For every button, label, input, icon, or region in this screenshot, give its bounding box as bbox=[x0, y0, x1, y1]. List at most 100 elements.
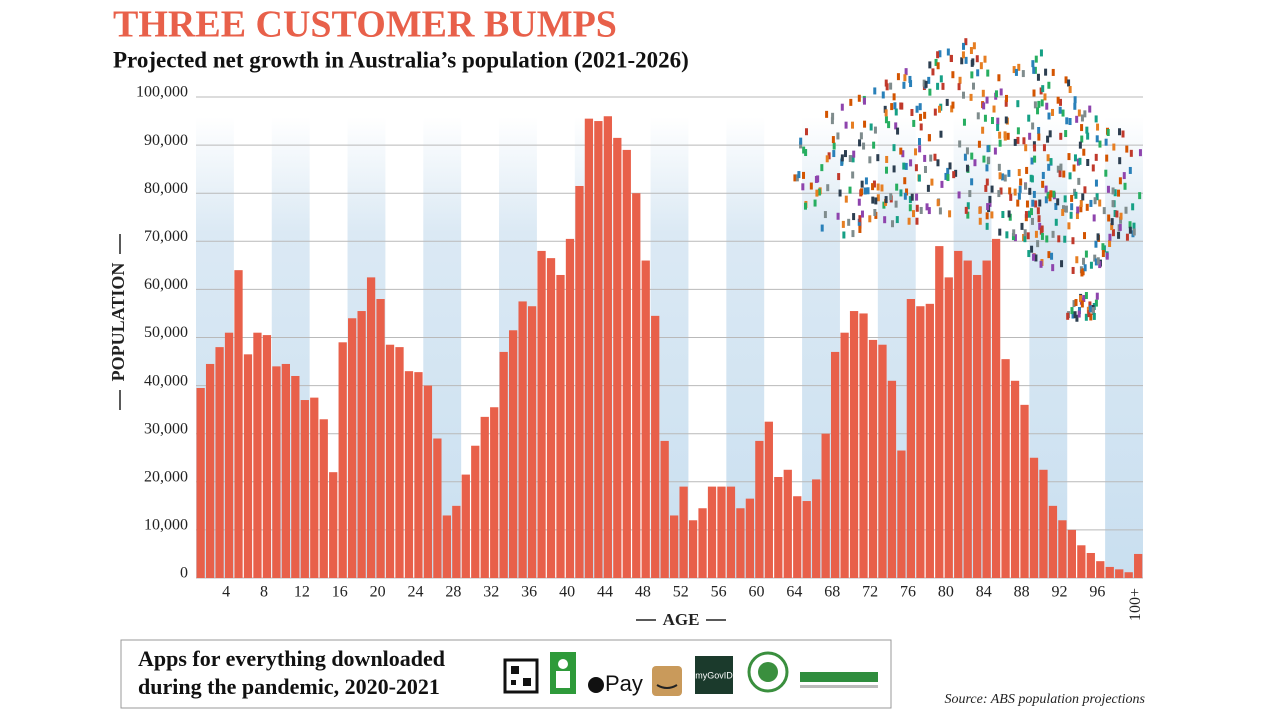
bar bbox=[499, 351, 508, 578]
person bbox=[1094, 240, 1098, 248]
person bbox=[884, 109, 888, 117]
person bbox=[817, 188, 821, 196]
person bbox=[1032, 190, 1036, 198]
person bbox=[1061, 205, 1065, 213]
person bbox=[795, 174, 799, 182]
person bbox=[1040, 232, 1044, 240]
person bbox=[1011, 233, 1015, 241]
y-ticks: 0 10,000 20,000 30,000 40,000 50,000 60,000 70,… bbox=[136, 84, 188, 582]
person bbox=[933, 108, 937, 116]
person bbox=[990, 117, 994, 125]
bar bbox=[461, 474, 470, 578]
qr-block bbox=[523, 678, 531, 686]
person bbox=[820, 164, 824, 172]
person bbox=[1098, 261, 1102, 269]
person bbox=[1077, 177, 1081, 185]
person bbox=[904, 68, 908, 76]
person bbox=[928, 88, 932, 96]
bar bbox=[1058, 520, 1067, 578]
person bbox=[832, 142, 836, 150]
person bbox=[1036, 107, 1040, 115]
person bbox=[1077, 109, 1081, 117]
bar bbox=[698, 508, 707, 578]
person bbox=[825, 155, 829, 163]
person bbox=[986, 145, 990, 153]
bar bbox=[821, 433, 830, 578]
person bbox=[985, 178, 989, 186]
person bbox=[1094, 115, 1098, 123]
person bbox=[1073, 311, 1077, 319]
person bbox=[951, 101, 955, 109]
bar bbox=[887, 380, 897, 578]
x-tick-label: 96 bbox=[1089, 584, 1105, 601]
person bbox=[840, 103, 844, 111]
x-tick-label: 24 bbox=[408, 584, 424, 601]
person bbox=[1088, 301, 1092, 309]
person bbox=[979, 62, 983, 70]
person bbox=[884, 196, 888, 204]
bar bbox=[385, 344, 395, 578]
person bbox=[881, 91, 885, 99]
person bbox=[1083, 110, 1087, 118]
person bbox=[872, 180, 876, 188]
person bbox=[804, 128, 808, 136]
person bbox=[927, 76, 931, 84]
person bbox=[797, 171, 801, 179]
person bbox=[1025, 166, 1029, 174]
person bbox=[948, 162, 952, 170]
person bbox=[1068, 118, 1072, 126]
bar bbox=[868, 339, 878, 578]
person bbox=[1075, 115, 1079, 123]
person bbox=[939, 75, 943, 83]
person bbox=[1110, 218, 1114, 226]
person bbox=[1117, 231, 1121, 239]
person bbox=[1058, 106, 1062, 114]
person bbox=[1070, 307, 1074, 315]
person bbox=[1092, 312, 1096, 320]
person bbox=[1080, 124, 1084, 132]
person bbox=[832, 150, 836, 158]
person bbox=[1076, 206, 1080, 214]
person bbox=[1125, 233, 1129, 241]
person bbox=[908, 75, 912, 83]
person bbox=[915, 204, 919, 212]
person bbox=[1094, 153, 1098, 161]
person bbox=[910, 108, 914, 116]
covidsafe-icon bbox=[747, 651, 789, 693]
person bbox=[960, 57, 964, 65]
person bbox=[1082, 148, 1086, 156]
person bbox=[975, 55, 979, 63]
person bbox=[936, 82, 940, 90]
person bbox=[1009, 193, 1013, 201]
person bbox=[858, 225, 862, 233]
y-tick-label: 30,000 bbox=[144, 420, 188, 437]
y-tick-label: 50,000 bbox=[144, 324, 188, 341]
person bbox=[1003, 133, 1007, 141]
person bbox=[971, 82, 975, 90]
person bbox=[891, 220, 895, 228]
person bbox=[1104, 169, 1108, 177]
person bbox=[1071, 266, 1075, 274]
person bbox=[1059, 132, 1063, 140]
bar bbox=[291, 375, 300, 578]
person bbox=[904, 162, 908, 170]
person bbox=[1102, 207, 1106, 215]
person bbox=[1033, 101, 1037, 109]
person bbox=[1128, 221, 1132, 229]
bar bbox=[1029, 457, 1039, 578]
person bbox=[815, 189, 819, 197]
x-tick-label: 76 bbox=[900, 584, 916, 601]
person bbox=[903, 74, 907, 82]
bar bbox=[849, 311, 859, 578]
person bbox=[799, 137, 803, 145]
bar bbox=[982, 260, 991, 578]
bar bbox=[991, 238, 1001, 578]
person bbox=[890, 103, 894, 111]
bar bbox=[452, 505, 461, 578]
person bbox=[884, 166, 888, 174]
person bbox=[1013, 188, 1017, 196]
person bbox=[869, 123, 873, 131]
bar bbox=[651, 315, 660, 578]
